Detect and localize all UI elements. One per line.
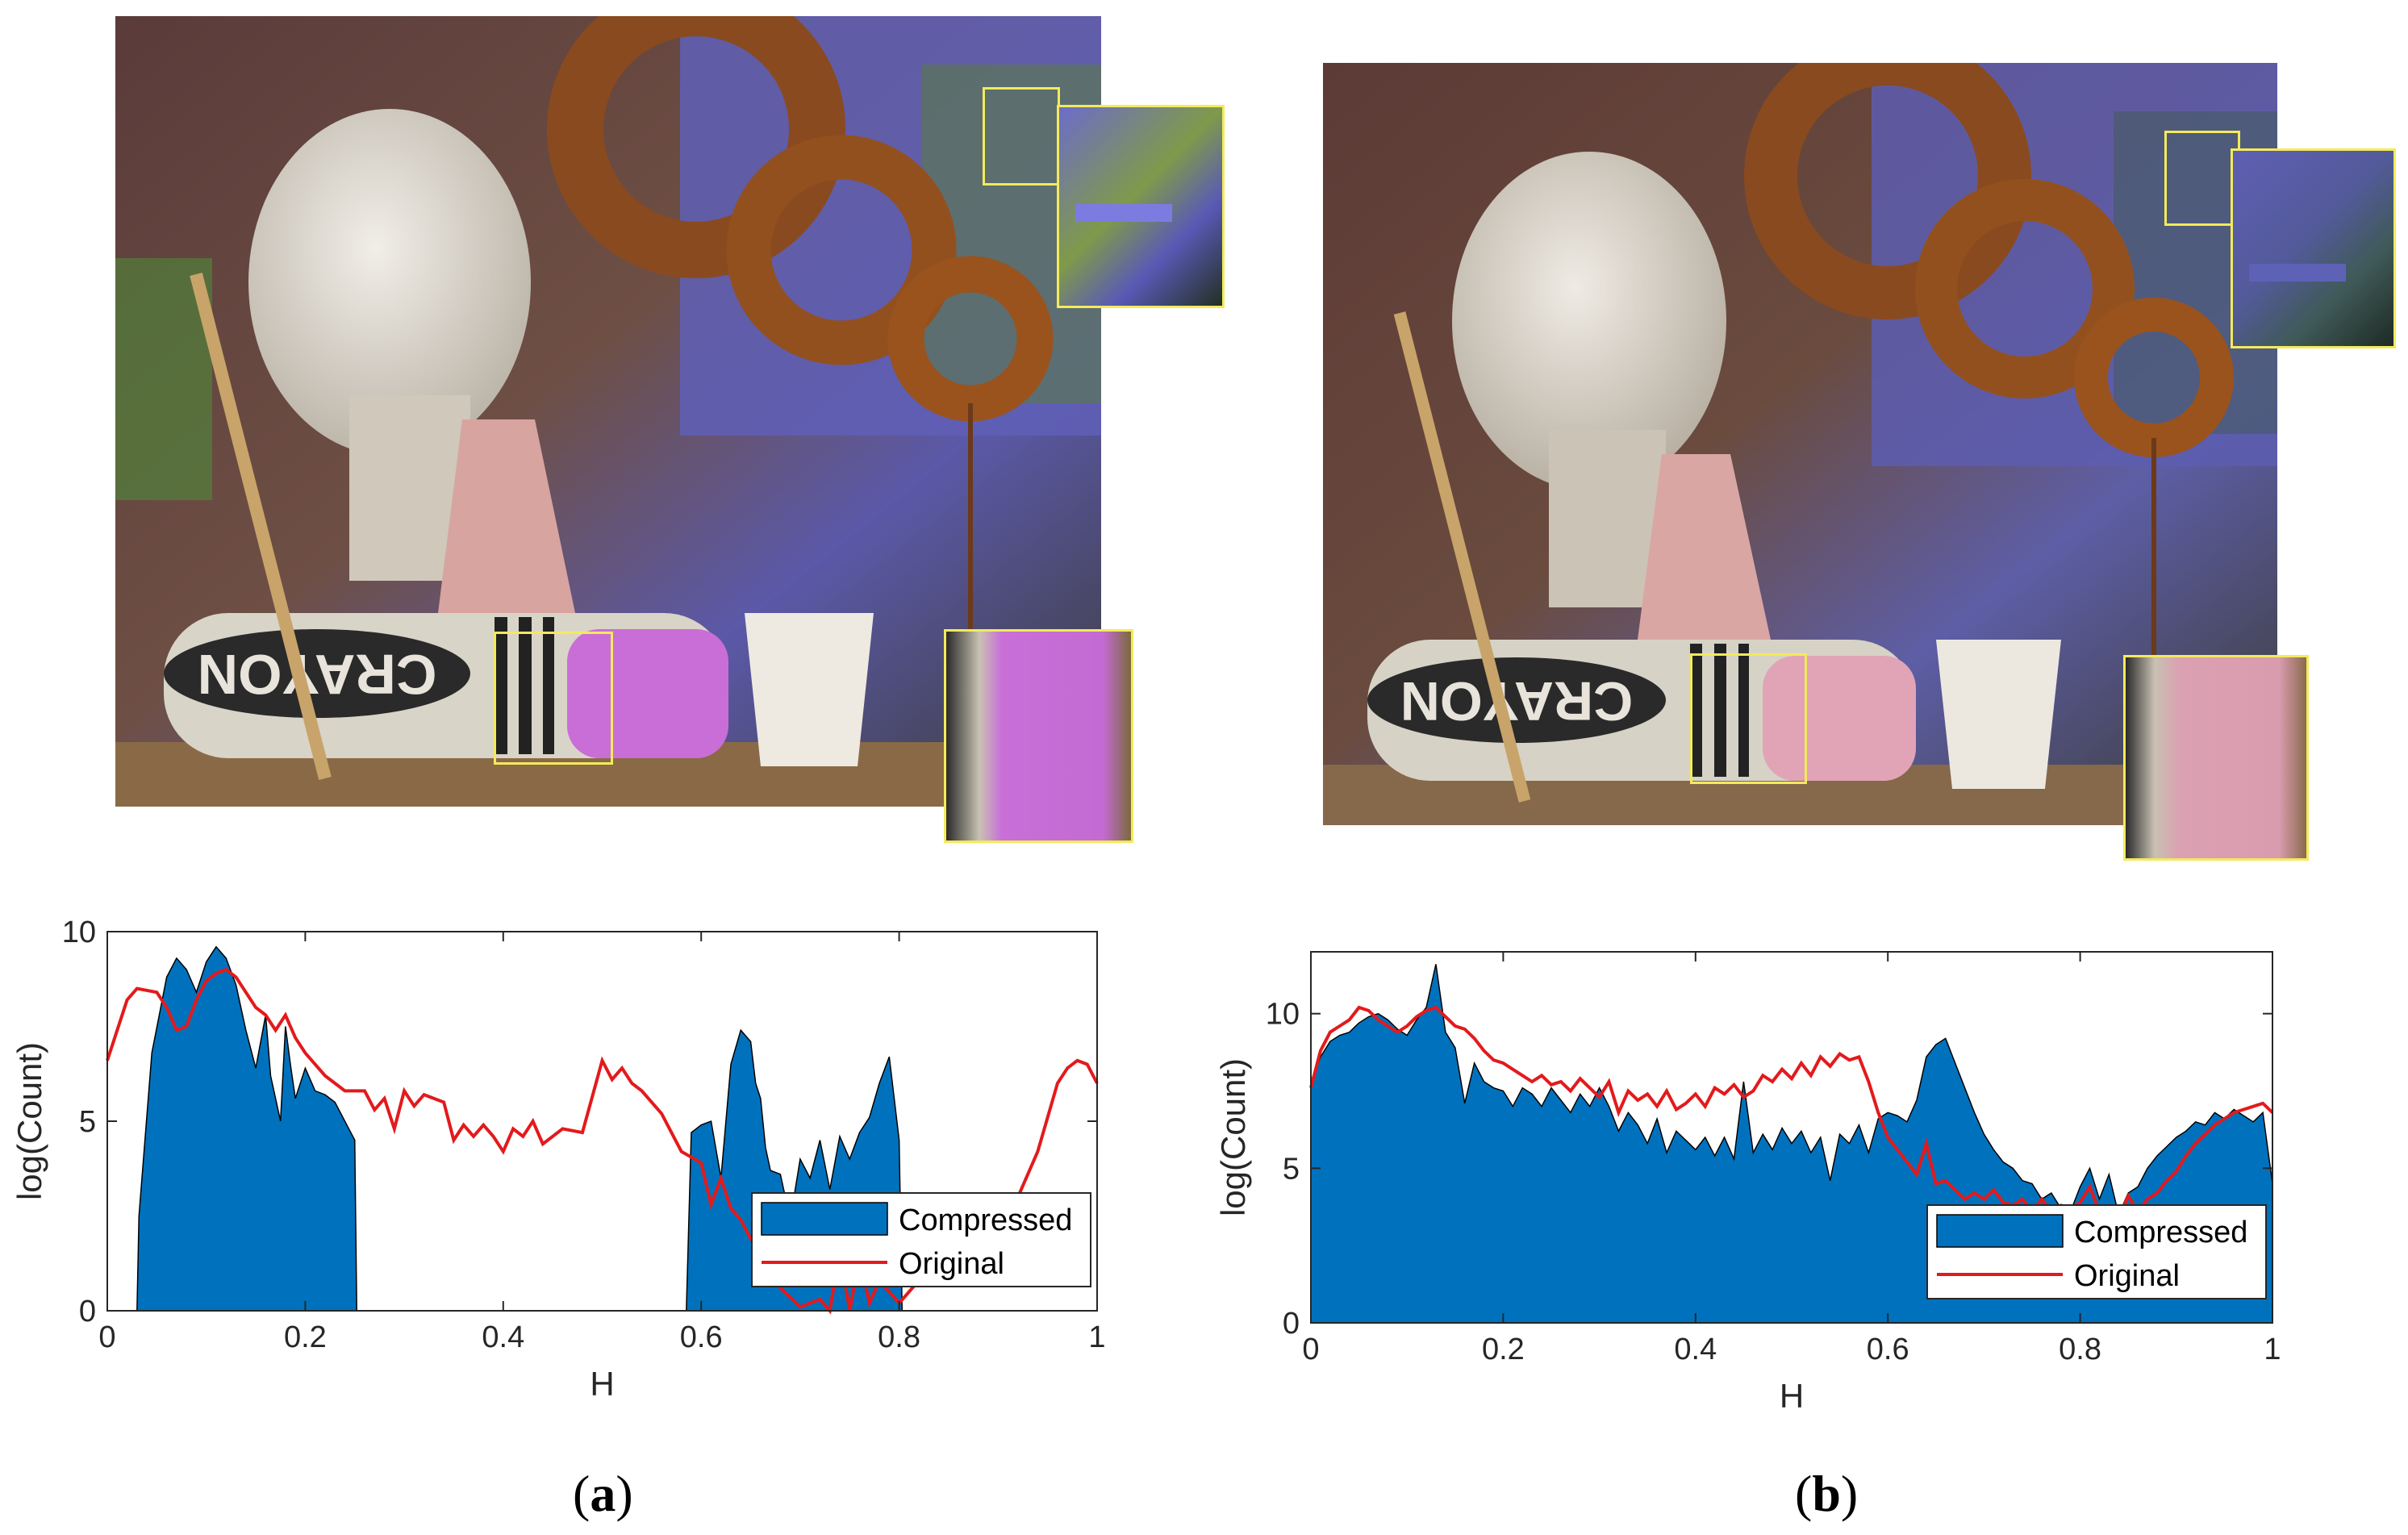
roi-box-b-crayon — [1690, 653, 1807, 784]
y-tick-label: 5 — [1283, 1152, 1300, 1186]
x-tick-label: 0.6 — [1867, 1333, 1909, 1366]
x-axis-label: H — [1780, 1377, 1804, 1412]
histogram-chart-b: 0 0.2 0.4 0.6 0.8 10510Hlog(Count)CompressedO… — [1214, 951, 2281, 1412]
y-axis-label: log(Count) — [1214, 1058, 1252, 1216]
legend-label-compressed: Compressed — [899, 1203, 1072, 1237]
x-tick-label: 1 — [1088, 1320, 1105, 1354]
y-tick-label: 10 — [62, 916, 96, 949]
x-tick-label: 0 — [1302, 1333, 1319, 1366]
x-tick-label: 0.8 — [878, 1320, 920, 1354]
y-tick-label: 0 — [1283, 1307, 1300, 1341]
x-tick-label: 0 — [98, 1320, 115, 1354]
roi-box-a-crayon — [494, 632, 613, 765]
legend-label-compressed: Compressed — [2074, 1216, 2247, 1249]
x-tick-label: 0.2 — [284, 1320, 327, 1354]
legend-swatch-compressed — [761, 1202, 888, 1236]
zoom-inset-b-crayon — [2123, 655, 2309, 861]
legend: Compressed Original — [751, 1192, 1091, 1287]
crayon-label-text: CRAYON — [1400, 670, 1633, 732]
x-tick-label: 0.6 — [680, 1320, 723, 1354]
axes-box — [1310, 951, 2273, 1324]
histogram-chart-a: 0 0.2 0.4 0.6 0.8 10510Hlog(Count)CompressedO… — [10, 916, 1106, 1403]
legend-label-original: Original — [899, 1247, 1004, 1281]
y-tick-label: 0 — [79, 1295, 96, 1329]
x-axis-label: H — [590, 1365, 614, 1403]
zoom-inset-a-crayon — [944, 629, 1133, 843]
still-life-photo-compressed: CRAYON — [115, 16, 1101, 807]
x-tick-label: 1 — [2264, 1333, 2281, 1366]
y-tick-label: 10 — [1266, 998, 1300, 1032]
zoom-inset-b-top — [2231, 148, 2396, 348]
legend: Compressed Original — [1926, 1204, 2267, 1299]
photo-panel-b: CRAYON — [1323, 63, 2277, 825]
x-tick-label: 0.2 — [1482, 1333, 1525, 1366]
roi-box-b-top — [2164, 131, 2240, 226]
subfigure-label-a: (a) — [573, 1465, 633, 1522]
legend-swatch-compressed — [1936, 1214, 2064, 1248]
x-tick-label: 0.8 — [2059, 1333, 2101, 1366]
photo-panel-a: CRAYON — [115, 16, 1101, 807]
legend-label-original: Original — [2074, 1259, 2180, 1293]
x-tick-label: 0.4 — [1674, 1333, 1717, 1366]
series-original-line — [106, 967, 1099, 1315]
still-life-photo-original: CRAYON — [1323, 63, 2277, 825]
subfigure-label-b: (b) — [1795, 1465, 1859, 1522]
y-axis-label: log(Count) — [10, 1042, 48, 1200]
zoom-inset-a-top — [1057, 105, 1225, 308]
roi-box-a-top — [983, 87, 1060, 186]
crayon-label-text: CRAYON — [198, 643, 437, 706]
x-tick-label: 0.4 — [482, 1320, 524, 1354]
y-tick-label: 5 — [79, 1105, 96, 1139]
